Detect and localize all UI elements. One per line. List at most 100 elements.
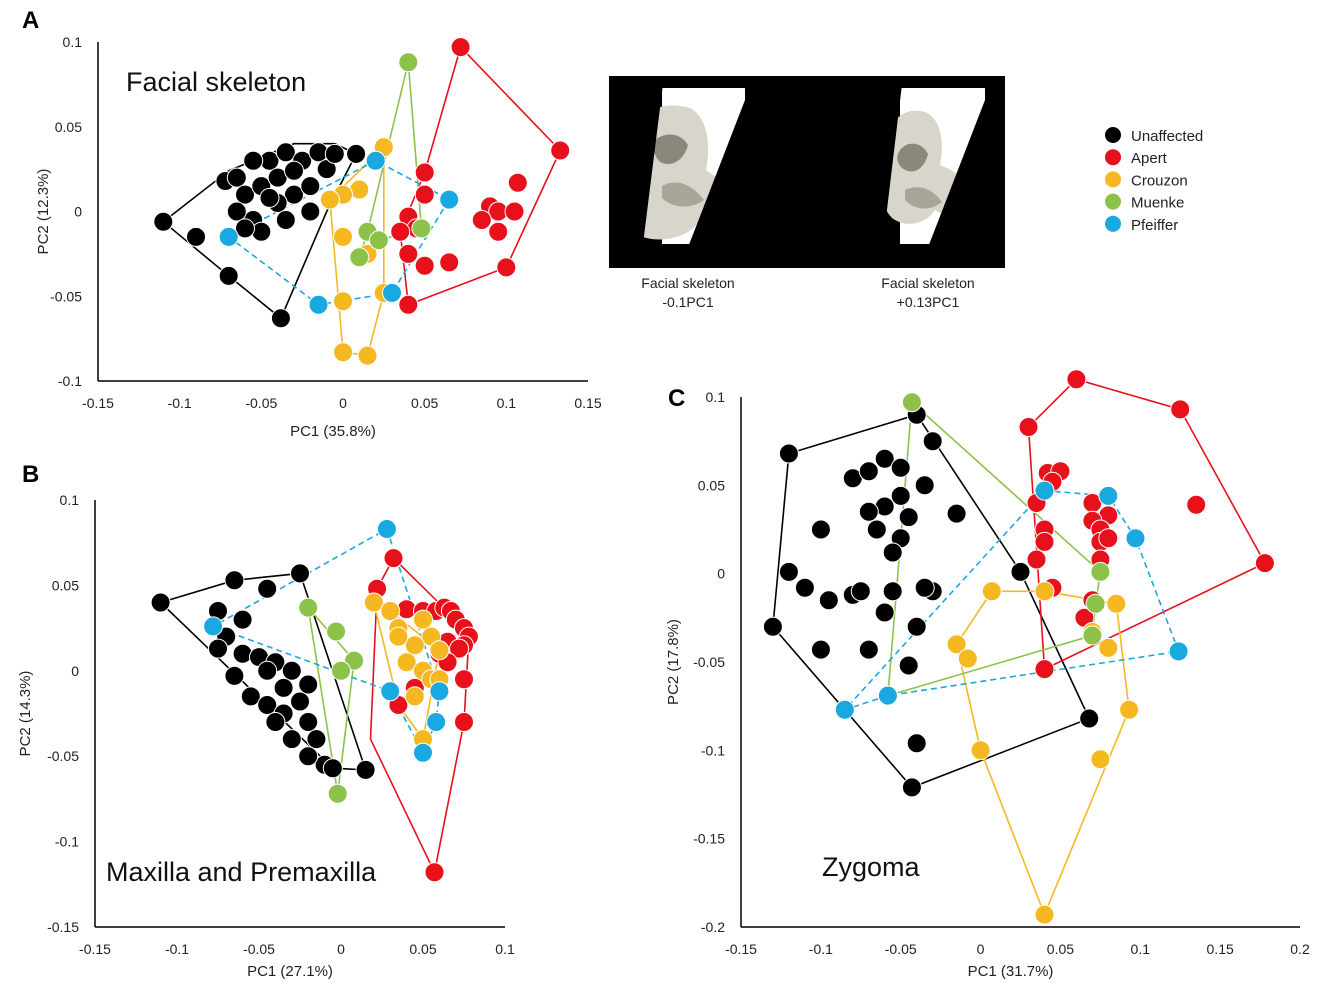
point-apert [488, 221, 509, 242]
point-muenke [901, 392, 922, 413]
point-unaffected [232, 609, 253, 630]
point-muenke [349, 247, 370, 268]
point-unaffected [906, 616, 927, 637]
point-unaffected [259, 187, 280, 208]
panel-letter-b: B [22, 461, 39, 488]
point-unaffected [226, 167, 247, 188]
y-tick-label: -0.2 [701, 919, 725, 935]
point-muenke [1082, 625, 1103, 646]
y-tick-label: -0.05 [50, 288, 82, 304]
y-tick-label: -0.1 [58, 373, 82, 389]
panel-letter-c: C [668, 385, 685, 412]
point-muenke [368, 230, 389, 251]
point-unaffected [874, 448, 895, 469]
point-unaffected [1079, 708, 1100, 729]
point-apert [1034, 531, 1055, 552]
x-tick-label: 0.05 [411, 395, 438, 411]
point-pfeiffer [203, 616, 224, 637]
caption-left-line2: -0.1PC1 [662, 294, 714, 310]
point-muenke [411, 218, 432, 239]
point-apert [1098, 528, 1119, 549]
point-unaffected [324, 143, 345, 164]
point-crouzon [388, 626, 409, 647]
point-unaffected [265, 712, 286, 732]
point-apert [449, 638, 470, 659]
point-apert [454, 712, 474, 732]
point-crouzon [1034, 904, 1055, 925]
y-tick-label: 0 [74, 204, 82, 220]
point-apert [496, 257, 517, 278]
legend-marker-crouzon [1105, 171, 1121, 188]
point-unaffected [281, 729, 302, 750]
point-pfeiffer [413, 742, 433, 763]
point-pfeiffer [1125, 528, 1146, 549]
point-unaffected [251, 221, 272, 242]
point-apert [1026, 549, 1047, 570]
point-apert [414, 255, 435, 276]
point-crouzon [404, 635, 425, 656]
x-tick-label: 0.1 [1131, 941, 1151, 957]
y-tick-label: -0.1 [55, 834, 79, 850]
point-apert [1034, 659, 1055, 680]
legend-marker-pfeiffer [1105, 215, 1121, 232]
x-tick-label: 0.05 [409, 941, 436, 957]
point-unaffected [858, 639, 879, 660]
point-crouzon [957, 648, 978, 669]
point-pfeiffer [877, 685, 898, 706]
y-tick-label: 0 [717, 566, 725, 582]
x-tick-label: -0.1 [168, 395, 192, 411]
point-unaffected [882, 542, 903, 563]
point-pfeiffer [834, 699, 855, 720]
point-apert [414, 162, 435, 183]
point-crouzon [319, 189, 340, 210]
point-unaffected [290, 563, 310, 584]
y-tick-label: 0.05 [698, 477, 725, 493]
point-apert [398, 243, 419, 264]
point-unaffected [270, 308, 291, 329]
legend-label-pfeiffer: Pfeiffer [1131, 217, 1178, 234]
scatter-plot-zygoma: -0.15 -0.1 -0.05 0 0.05 0.1 0.15 0.2 0.1 0.05 0 -0.… [665, 369, 1310, 980]
point-apert [1254, 553, 1275, 574]
point-unaffected [240, 686, 261, 707]
point-unaffected [866, 519, 887, 540]
point-muenke [327, 783, 348, 804]
point-unaffected [306, 729, 327, 750]
point-unaffected [257, 695, 278, 715]
legend: Unaffected Apert Crouzon Muenke Pfeiffer [1105, 127, 1203, 234]
point-unaffected [1010, 561, 1031, 582]
point-crouzon [404, 686, 425, 707]
point-pfeiffer [429, 681, 450, 702]
caption-left-line1: Facial skeleton [641, 275, 734, 291]
point-unaffected [850, 581, 871, 602]
point-unaffected [224, 665, 245, 686]
x-tick-label: -0.1 [809, 941, 833, 957]
point-unaffected [858, 461, 879, 482]
hull-muenke [887, 400, 1102, 697]
point-crouzon [396, 652, 417, 673]
point-unaffected [906, 733, 927, 754]
point-crouzon [333, 226, 353, 247]
point-unaffected [890, 485, 911, 506]
point-unaffected [914, 577, 935, 598]
point-unaffected [778, 443, 799, 464]
point-apert [390, 221, 411, 242]
x-tick-label: -0.05 [245, 395, 277, 411]
facial-skeleton-minus-render [609, 76, 745, 268]
point-crouzon [357, 345, 378, 366]
x-tick-label: 0.15 [574, 395, 601, 411]
point-unaffected [946, 503, 967, 524]
point-unaffected [810, 639, 831, 660]
point-unaffected [150, 592, 171, 613]
point-unaffected [922, 431, 943, 452]
point-crouzon [970, 740, 991, 761]
point-pfeiffer [1168, 641, 1189, 662]
point-unaffected [898, 507, 919, 528]
point-unaffected [298, 712, 319, 732]
point-crouzon [413, 609, 433, 630]
y-tick-label: 0.1 [706, 389, 726, 405]
point-unaffected [298, 674, 319, 695]
x-tick-label: -0.05 [243, 941, 275, 957]
point-unaffected [818, 590, 839, 611]
x-tick-label: 0 [339, 395, 347, 411]
